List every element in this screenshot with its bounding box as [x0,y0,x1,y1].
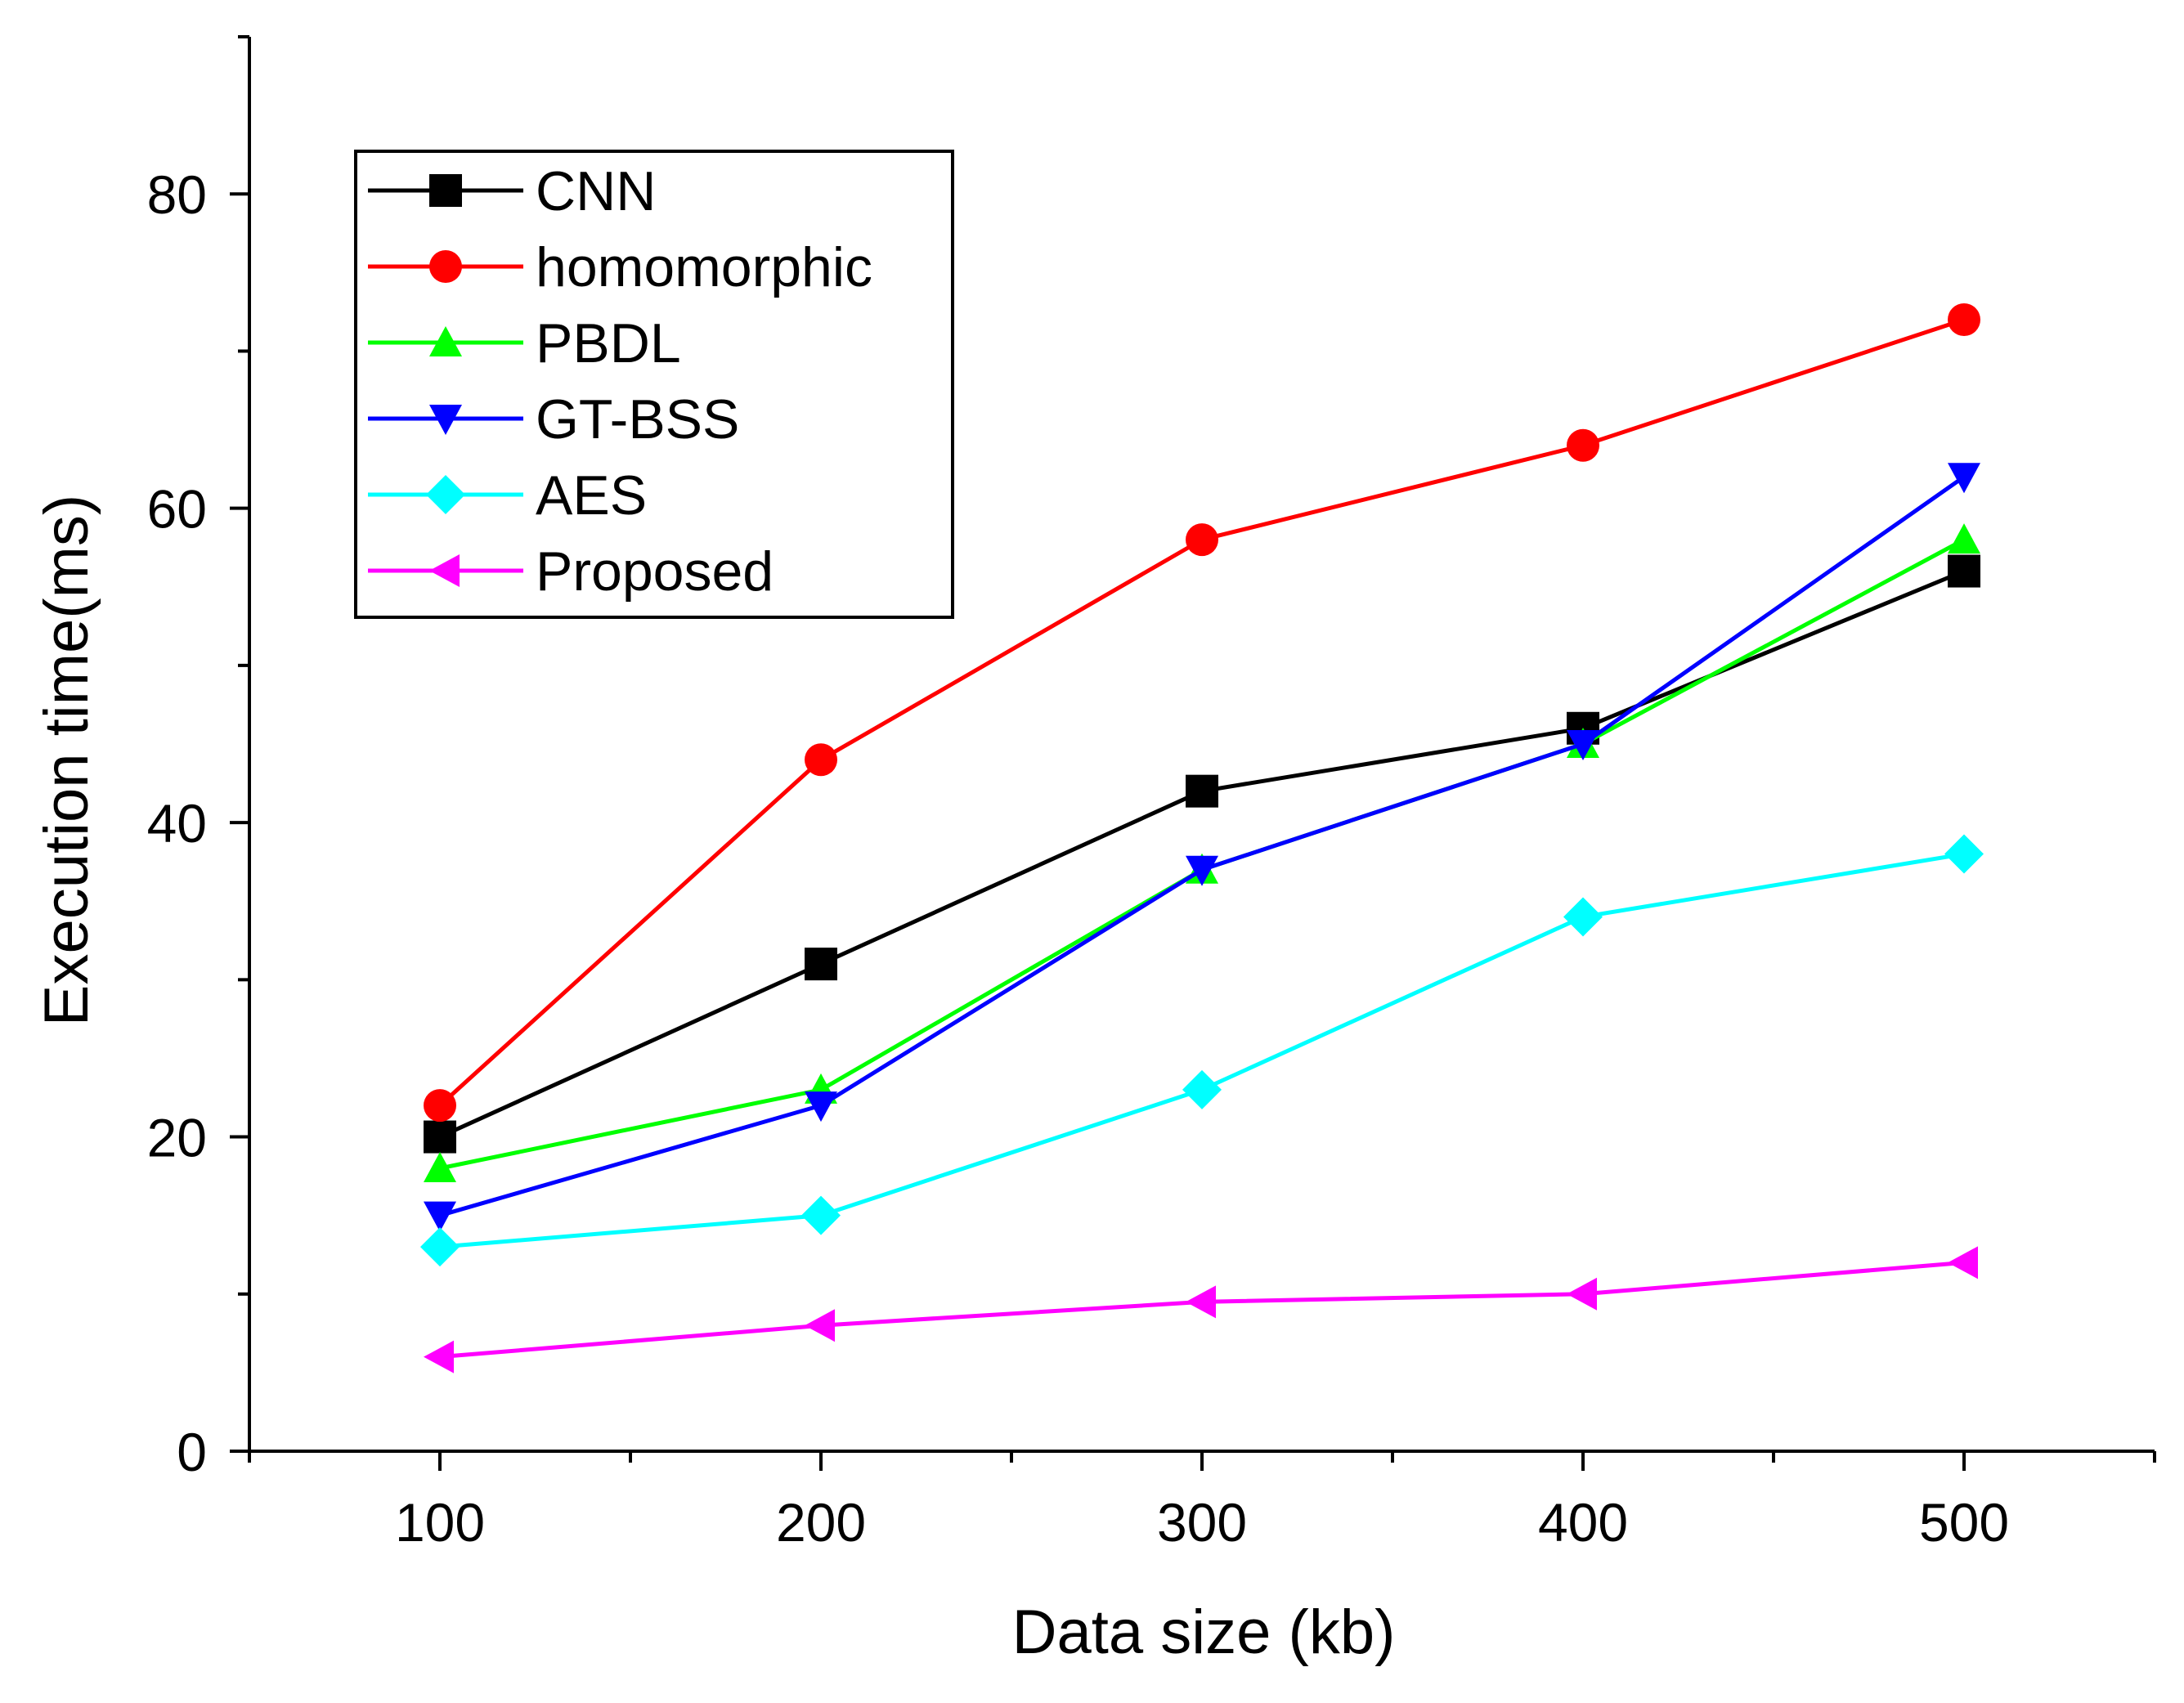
x-tick-label: 100 [395,1492,485,1553]
x-axis-label: Data size (kb) [1012,1598,1396,1667]
data-point-cnn [424,1120,456,1154]
legend-item-aes: AES [368,464,647,527]
series-proposed [424,1246,1978,1374]
legend-marker [426,475,465,514]
x-tick-label: 400 [1538,1492,1628,1553]
data-point-proposed [1186,1285,1216,1319]
data-point-gt-bss [805,1091,837,1123]
legend-label: CNN [536,160,656,222]
legend-item-homomorphic: homomorphic [368,236,872,298]
data-point-aes [1182,1069,1222,1109]
data-point-homomorphic [1948,303,1980,336]
legend-label: PBDL [536,312,681,374]
y-axis-label: Execution time(ms) [32,495,101,1026]
y-tick-label: 20 [147,1108,207,1168]
legend-marker [429,326,462,356]
y-tick-label: 0 [177,1422,207,1482]
legend-label: Proposed [536,540,774,603]
data-point-aes [1563,897,1603,937]
series-aes [420,834,1984,1267]
data-point-homomorphic [424,1089,456,1123]
data-point-cnn [805,948,837,981]
legend-marker [429,174,462,207]
data-point-aes [420,1227,460,1267]
data-point-proposed [424,1340,454,1374]
legend-marker [429,554,460,587]
data-point-gt-bss [1567,730,1599,760]
data-point-gt-bss [1948,463,1980,494]
data-point-homomorphic [1186,523,1218,557]
data-point-aes [1944,834,1984,874]
x-tick-label: 500 [1919,1492,2009,1553]
legend-label: AES [536,464,647,527]
series-gt-bss [424,463,1980,1232]
legend-marker [429,250,462,283]
data-point-proposed [1948,1246,1978,1279]
data-point-pbdl [1948,523,1980,554]
legend-item-proposed: Proposed [368,540,774,603]
x-tick-label: 200 [776,1492,866,1553]
legend-label: homomorphic [536,236,872,298]
data-point-aes [801,1195,841,1235]
data-point-cnn [1186,774,1218,808]
y-tick-label: 80 [147,164,207,225]
legend-box [354,150,954,619]
data-point-proposed [1567,1277,1597,1311]
x-tick-label: 300 [1157,1492,1247,1553]
data-point-homomorphic [1567,428,1599,462]
data-point-proposed [805,1309,835,1342]
y-tick-label: 40 [147,793,207,854]
legend-marker [429,405,462,435]
legend-item-gt-bss: GT-BSS [368,388,739,450]
y-tick-label: 60 [147,479,207,540]
data-point-gt-bss [424,1201,456,1232]
data-point-cnn [1948,554,1980,588]
series-homomorphic [424,303,1980,1123]
legend-label: GT-BSS [536,388,739,450]
legend-item-pbdl: PBDL [368,312,681,374]
data-point-pbdl [424,1152,456,1182]
data-point-homomorphic [805,743,837,777]
legend-item-cnn: CNN [368,160,656,222]
data-point-gt-bss [1186,855,1218,886]
